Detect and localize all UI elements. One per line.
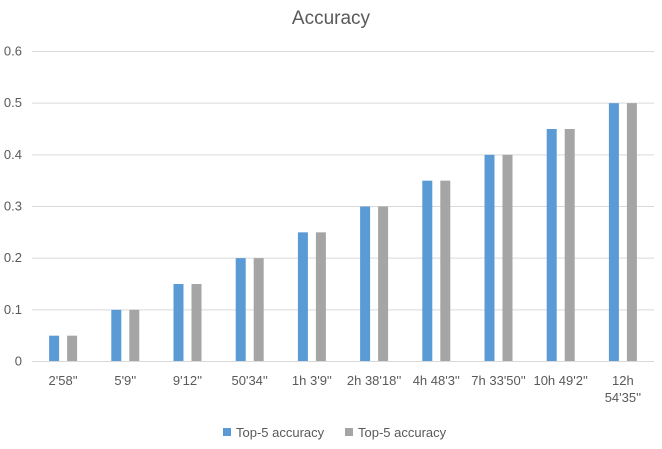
bar-series-2 [440, 180, 451, 362]
bar-series-2 [502, 154, 513, 362]
bar-series-2 [129, 309, 140, 362]
chart-title: Accuracy [292, 8, 371, 29]
x-tick-label: 4h 48'3'' [413, 373, 460, 388]
bar-series-2 [378, 206, 389, 362]
bar-series-1 [111, 309, 122, 362]
y-axis-ticks: 0 0.1 0.2 0.3 0.4 0.5 0.6 [4, 44, 22, 369]
y-tick-label: 0.4 [4, 147, 22, 162]
bar-series-1 [422, 180, 433, 362]
x-tick-label: 2'58'' [49, 373, 78, 388]
bar-series-2 [315, 232, 326, 362]
y-tick-label: 0 [15, 354, 22, 369]
bar-series-2 [564, 129, 575, 362]
legend-swatch-series-1 [223, 428, 231, 436]
x-tick-label: 50'34'' [232, 373, 268, 388]
bar-series-2 [626, 103, 637, 362]
y-tick-label: 0.2 [4, 250, 22, 265]
bar-series-2 [67, 335, 78, 362]
legend-swatch-series-2 [345, 428, 353, 436]
y-tick-label: 0.3 [4, 199, 22, 214]
x-tick-label: 2h 38'18'' [347, 373, 401, 388]
legend: Top-5 accuracy Top-5 accuracy [223, 425, 447, 440]
bars [49, 103, 637, 362]
bar-series-2 [253, 258, 264, 362]
gridlines [32, 51, 654, 311]
bar-series-1 [360, 206, 371, 362]
bar-series-1 [608, 103, 619, 362]
bar-series-2 [191, 284, 202, 362]
legend-label-series-2: Top-5 accuracy [358, 425, 447, 440]
legend-label-series-1: Top-5 accuracy [236, 425, 325, 440]
x-tick-label: 5'9'' [114, 373, 136, 388]
x-tick-label: 12h 54'35'' [605, 373, 641, 405]
y-tick-label: 0.1 [4, 302, 22, 317]
bar-series-1 [484, 154, 495, 362]
x-axis-ticks: 2'58'' 5'9'' 9'12'' 50'34'' 1h 3'9'' 2h 38'18… [49, 373, 642, 405]
x-tick-label: 10h 49'2'' [533, 373, 587, 388]
bar-series-1 [297, 232, 308, 362]
x-tick-label: 9'12'' [173, 373, 202, 388]
bar-series-1 [173, 284, 184, 362]
bar-series-1 [235, 258, 246, 362]
x-tick-label: 1h 3'9'' [292, 373, 332, 388]
y-tick-label: 0.5 [4, 95, 22, 110]
x-tick-label: 7h 33'50'' [471, 373, 525, 388]
bar-series-1 [49, 335, 60, 362]
y-tick-label: 0.6 [4, 44, 22, 59]
bar-series-1 [546, 129, 557, 362]
